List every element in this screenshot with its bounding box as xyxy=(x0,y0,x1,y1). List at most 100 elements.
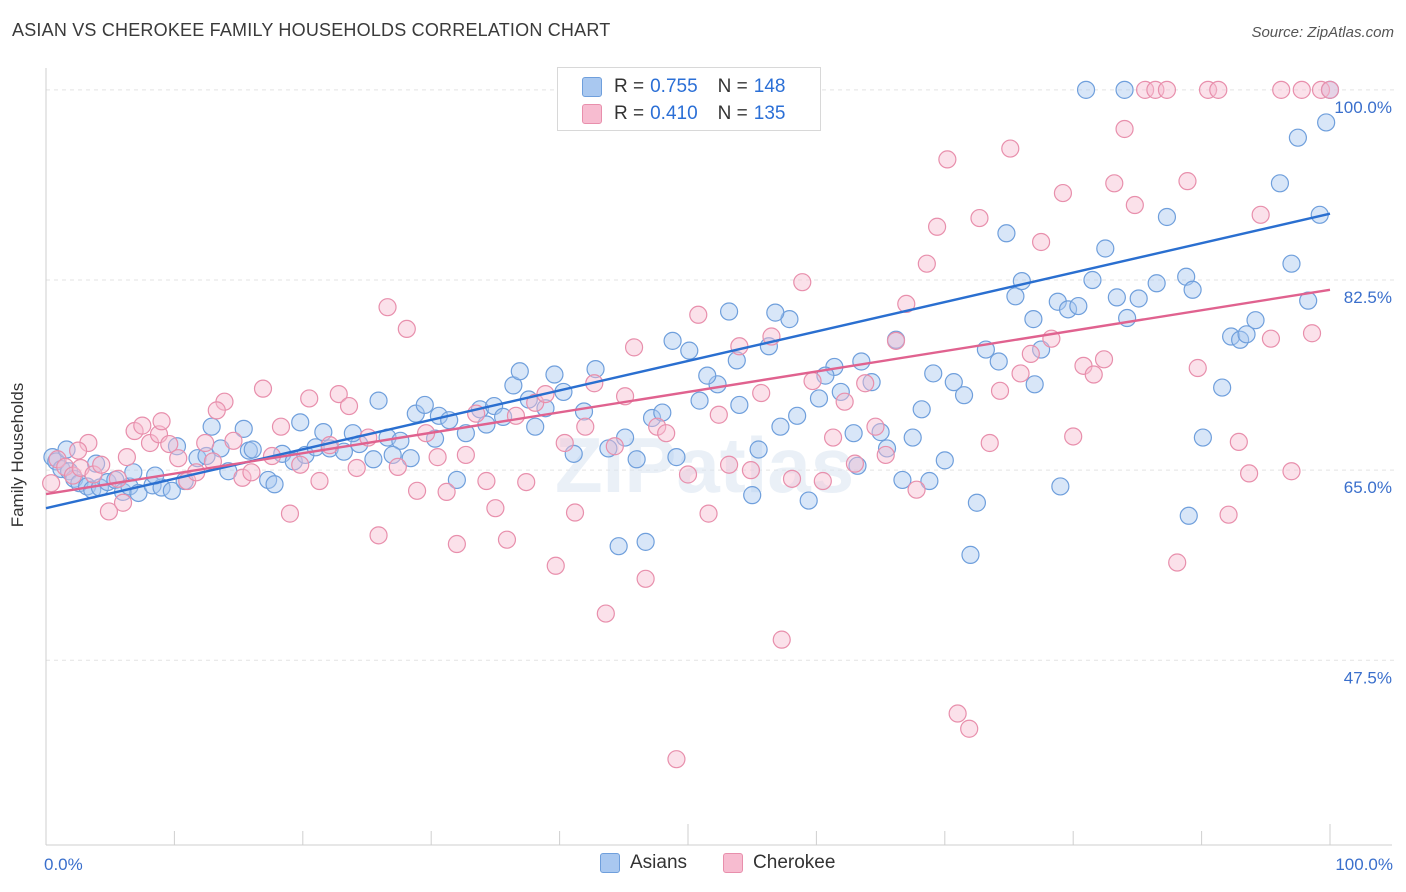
legend-item-asians[interactable]: Asians xyxy=(600,852,687,874)
asians-point xyxy=(1051,477,1070,496)
series-legend: Asians Cherokee xyxy=(600,852,871,874)
asians-point xyxy=(967,493,987,512)
cherokee-point xyxy=(719,455,739,474)
cherokee-point xyxy=(133,416,152,435)
asians-point xyxy=(243,440,262,459)
cherokee-point xyxy=(99,502,119,521)
cherokee-point xyxy=(876,445,895,465)
cherokee-point xyxy=(207,401,226,420)
cherokee-point xyxy=(233,468,252,487)
cherokee-point xyxy=(636,569,655,588)
asians-point xyxy=(636,532,655,551)
asians-point xyxy=(447,470,466,490)
cherokee-point xyxy=(772,630,791,649)
cherokee-point xyxy=(369,526,388,545)
asians-point xyxy=(1246,311,1265,330)
cherokee-point xyxy=(709,405,728,424)
cherokee-point xyxy=(310,471,329,491)
cherokee-point xyxy=(689,305,708,324)
cherokee-legend-label: Cherokee xyxy=(753,852,836,873)
asians-point xyxy=(799,491,818,510)
asians-legend-swatch xyxy=(600,853,620,873)
asians-point xyxy=(401,449,420,468)
asians-point xyxy=(1024,310,1043,329)
cherokee-point xyxy=(48,450,67,469)
cherokee-point xyxy=(339,396,359,416)
cherokee-point xyxy=(477,471,496,491)
asians-point xyxy=(1025,375,1044,394)
asians-point xyxy=(903,428,922,447)
cherokee-point xyxy=(42,474,61,493)
r-label: R = xyxy=(614,103,645,124)
asians-n-value: 148 xyxy=(753,76,786,97)
cherokee-point xyxy=(856,374,875,393)
cherokee-point xyxy=(1251,205,1270,224)
cherokee-point xyxy=(224,431,243,450)
cherokee-point xyxy=(886,331,906,350)
y-tick-label: 100.0% xyxy=(1334,98,1392,117)
r-label: R = xyxy=(614,76,645,97)
asians-point xyxy=(961,545,980,564)
asians-r-value: 0.755 xyxy=(650,76,698,97)
watermark: ZIPatlas xyxy=(555,421,854,509)
asians-point xyxy=(1193,428,1212,447)
asians-point xyxy=(1237,325,1256,344)
cherokee-point xyxy=(1219,505,1238,524)
cherokee-point xyxy=(752,383,771,403)
y-tick-label: 82.5% xyxy=(1344,288,1392,307)
asians-point xyxy=(1183,280,1202,299)
cherokee-point xyxy=(990,381,1010,400)
stats-legend-cherokee: R = 0.410 N = 135 xyxy=(582,102,785,126)
cherokee-point xyxy=(152,412,171,431)
cherokee-point xyxy=(1021,344,1040,363)
asians-point xyxy=(586,360,605,379)
cherokee-point xyxy=(280,504,300,523)
asians-point xyxy=(1179,506,1198,525)
asians-point xyxy=(730,395,749,415)
asians-point xyxy=(954,386,974,405)
cherokee-point xyxy=(1053,183,1073,203)
asians-point xyxy=(848,456,867,475)
cherokee-point xyxy=(242,463,261,482)
cherokee-point xyxy=(428,448,447,467)
asians-point xyxy=(1270,174,1290,193)
cherokee-point xyxy=(678,465,698,484)
asians-point xyxy=(1107,288,1126,307)
cherokee-point xyxy=(196,433,215,453)
cherokee-swatch xyxy=(582,104,602,124)
cherokee-point xyxy=(823,428,843,447)
asians-point xyxy=(162,481,181,500)
cherokee-point xyxy=(1031,232,1051,252)
cherokee-point xyxy=(1292,80,1311,99)
chart-title: ASIAN VS CHEROKEE FAMILY HOUSEHOLDS CORR… xyxy=(12,20,611,40)
asians-point xyxy=(369,391,388,410)
asians-point xyxy=(1012,271,1031,291)
cherokee-point xyxy=(782,469,802,488)
n-label: N = xyxy=(717,103,748,124)
cherokee-point xyxy=(927,217,947,236)
y-tick-label: 47.5% xyxy=(1344,668,1392,687)
legend-item-cherokee[interactable]: Cherokee xyxy=(723,852,835,874)
y-axis-label: Family Households xyxy=(8,382,27,528)
asians-point xyxy=(935,451,954,470)
asians-point xyxy=(1147,274,1166,293)
asians-point xyxy=(877,439,897,458)
cherokee-legend-swatch xyxy=(723,853,744,873)
asians-point xyxy=(364,450,383,469)
asians-point xyxy=(663,331,682,350)
cherokee-point xyxy=(117,448,136,467)
asians-point xyxy=(809,389,829,408)
cherokee-point xyxy=(447,534,466,554)
asians-point xyxy=(1288,128,1308,147)
cherokee-point xyxy=(546,556,565,575)
cherokee-point xyxy=(866,417,885,436)
asians-point xyxy=(893,470,912,490)
asians-point xyxy=(912,400,931,419)
cherokee-r-value: 0.410 xyxy=(650,103,698,124)
stats-legend: R = 0.755 N = 148 R = 0.410 N = 135 xyxy=(557,67,821,131)
cherokee-point xyxy=(897,294,916,314)
cherokee-point xyxy=(730,337,749,356)
cherokee-point xyxy=(329,384,348,404)
asians-point xyxy=(1213,378,1232,397)
cherokee-point xyxy=(960,719,979,738)
